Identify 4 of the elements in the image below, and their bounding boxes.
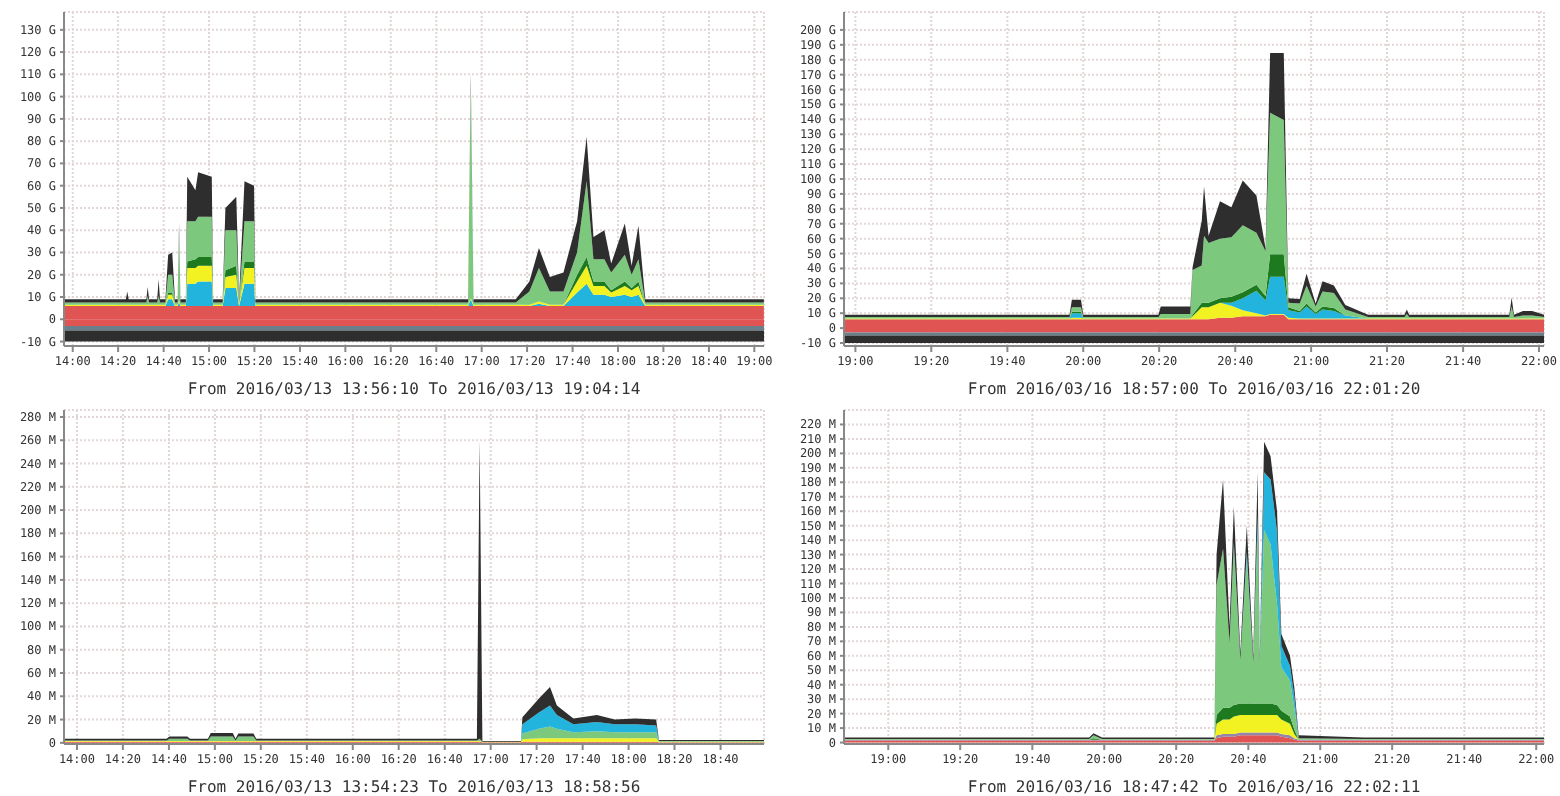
x-axis-title: From 2016/03/16 18:47:42 To 2016/03/16 22:02:11 — [967, 778, 1421, 796]
x-axis-title: From 2016/03/13 13:54:23 To 2016/03/13 18:58:56 — [187, 778, 641, 796]
x-axis-title: From 2016/03/16 18:57:00 To 2016/03/16 22:01:20 — [967, 380, 1421, 398]
x-axis-title: From 2016/03/13 13:56:10 To 2016/03/13 19:04:14 — [187, 380, 641, 398]
